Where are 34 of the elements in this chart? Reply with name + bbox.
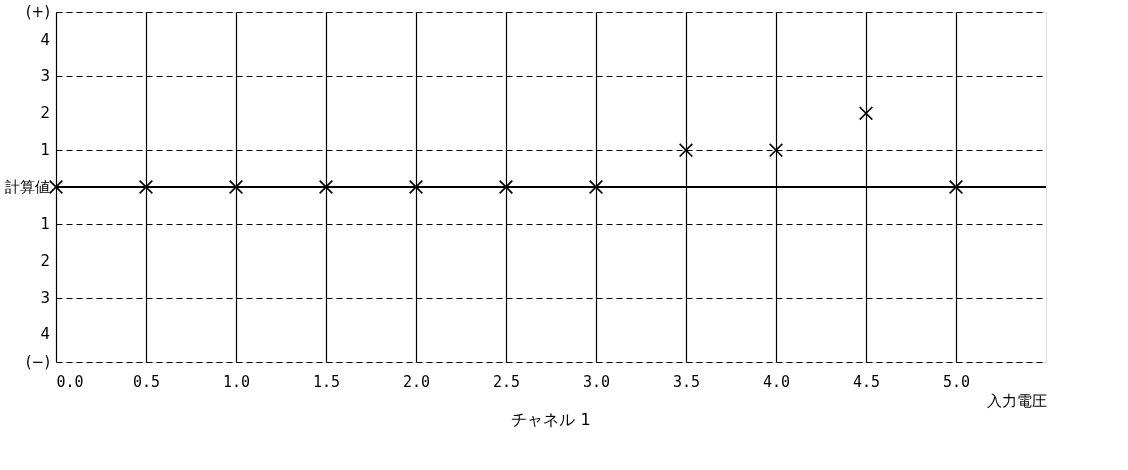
x-tick-label: 0.5 bbox=[132, 372, 161, 391]
y-tick-label: 1 bbox=[40, 141, 50, 160]
y-tick-label: 4 bbox=[40, 30, 50, 49]
point bbox=[768, 143, 784, 158]
point bbox=[678, 143, 694, 158]
point bbox=[408, 179, 424, 195]
y-tick-label: 2 bbox=[40, 251, 50, 270]
point bbox=[948, 179, 964, 195]
x-axis-title: 入力電圧 bbox=[986, 391, 1047, 410]
point bbox=[498, 179, 514, 195]
point bbox=[588, 179, 604, 195]
x-tick-label: 1.5 bbox=[312, 372, 341, 391]
point bbox=[228, 179, 244, 195]
x-tick-label: 0.0 bbox=[56, 372, 84, 391]
x-tick-label: 5.0 bbox=[942, 372, 971, 391]
y-tick-label: 1 bbox=[40, 214, 50, 233]
point bbox=[138, 179, 154, 195]
x-tick-label: 4.0 bbox=[762, 372, 791, 391]
x-tick-label: 2.5 bbox=[492, 372, 521, 391]
y-tick-label: 2 bbox=[40, 104, 50, 123]
point bbox=[858, 106, 874, 121]
x-tick-label: 1.0 bbox=[222, 372, 251, 391]
y-tick-label: (+) bbox=[25, 3, 50, 21]
y-tick-label: 3 bbox=[40, 67, 50, 86]
x-tick-label: 2.0 bbox=[402, 372, 431, 391]
text: チャネル 1 bbox=[511, 410, 591, 429]
y-tick-label: 4 bbox=[40, 325, 50, 344]
y-tick-label: (−) bbox=[25, 353, 50, 371]
x-tick-label: 3.0 bbox=[582, 372, 611, 391]
point bbox=[318, 179, 334, 195]
x-tick-label: 3.5 bbox=[672, 372, 701, 391]
y-tick-label: 3 bbox=[40, 288, 50, 307]
y-tick-label: 計算値 bbox=[5, 178, 50, 196]
x-tick-label: 4.5 bbox=[852, 372, 881, 391]
